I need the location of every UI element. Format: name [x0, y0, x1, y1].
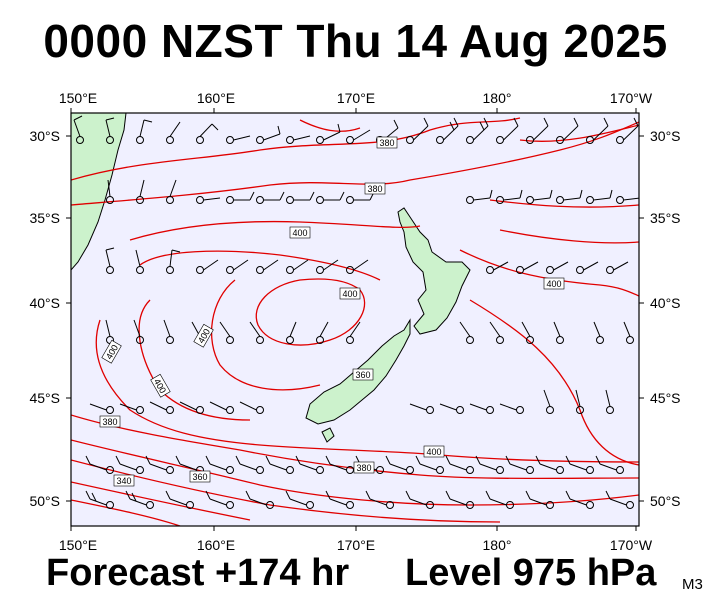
- map-title: 0000 NZST Thu 14 Aug 2025: [43, 15, 668, 67]
- lon-label-bottom: 170°E: [337, 537, 375, 553]
- contour-label: 400: [342, 289, 357, 299]
- lat-label-right: 35°S: [650, 210, 681, 226]
- lon-label-bottom: 150°E: [59, 537, 97, 553]
- contour-label: 400: [426, 447, 441, 457]
- lat-label-left: 35°S: [29, 210, 60, 226]
- contour-label: 360: [355, 370, 370, 380]
- wind-barbs: [73, 115, 639, 509]
- lon-label-top: 180°: [483, 90, 512, 106]
- contour-label: 340: [116, 476, 131, 486]
- ocean-background: [71, 113, 639, 526]
- lat-label-left: 30°S: [29, 128, 60, 144]
- contour-label: 380: [367, 184, 382, 194]
- contour-label: 380: [356, 463, 371, 473]
- lat-label-left: 40°S: [29, 295, 60, 311]
- australia-land: [71, 113, 127, 271]
- lon-label-bottom: 160°E: [197, 537, 235, 553]
- lon-label-top: 160°E: [197, 90, 235, 106]
- lat-label-right: 30°S: [650, 128, 681, 144]
- contour-label: 400: [292, 228, 307, 238]
- stewart-island-land: [321, 427, 335, 443]
- contour-label: 400: [546, 279, 561, 289]
- model-code: M3: [682, 576, 703, 593]
- lon-label-top: 170°W: [610, 90, 653, 106]
- map-frame: [70, 112, 640, 527]
- north-island-land: [397, 207, 471, 335]
- forecast-label: Forecast +174 hr: [46, 552, 350, 594]
- lon-label-top: 170°E: [337, 90, 375, 106]
- contour-label: 360: [192, 472, 207, 482]
- lat-label-right: 50°S: [650, 493, 681, 509]
- lon-label-bottom: 180°: [483, 537, 512, 553]
- contour-label: 380: [379, 138, 394, 148]
- lat-label-right: 40°S: [650, 295, 681, 311]
- contour-label: 380: [102, 417, 117, 427]
- lon-label-bottom: 170°W: [610, 537, 653, 553]
- lat-label-right: 45°S: [650, 390, 681, 406]
- level-label: Level 975 hPa: [405, 552, 657, 594]
- lat-label-left: 45°S: [29, 390, 60, 406]
- lon-label-top: 150°E: [59, 90, 97, 106]
- lat-label-left: 50°S: [29, 493, 60, 509]
- axis-ticks: [66, 108, 644, 531]
- contour-label-group: 380 380 400 400 400 400 400 400 400 380 …: [99, 136, 565, 487]
